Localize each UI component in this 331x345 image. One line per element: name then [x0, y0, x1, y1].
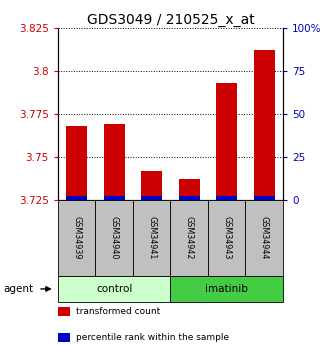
Bar	[58, 200, 95, 276]
Text: GSM34944: GSM34944	[260, 216, 269, 260]
Text: control: control	[96, 284, 132, 294]
Bar	[104, 124, 124, 200]
Text: GSM34941: GSM34941	[147, 216, 156, 260]
Text: GSM34943: GSM34943	[222, 216, 231, 260]
Text: GSM34942: GSM34942	[185, 216, 194, 260]
Bar	[66, 126, 87, 200]
Bar	[216, 83, 237, 200]
Bar	[170, 200, 208, 276]
Text: imatinib: imatinib	[205, 284, 248, 294]
Text: percentile rank within the sample: percentile rank within the sample	[76, 333, 229, 342]
Bar	[58, 276, 170, 302]
Text: GSM34940: GSM34940	[110, 216, 119, 260]
Text: GSM34939: GSM34939	[72, 216, 81, 260]
Bar	[95, 200, 133, 276]
Bar	[104, 196, 124, 200]
Bar	[254, 50, 274, 200]
Bar	[208, 200, 246, 276]
Title: GDS3049 / 210525_x_at: GDS3049 / 210525_x_at	[87, 12, 254, 27]
Bar	[170, 276, 283, 302]
Text: transformed count: transformed count	[76, 307, 161, 316]
Bar	[133, 200, 170, 276]
Bar	[246, 200, 283, 276]
Text: agent: agent	[3, 284, 33, 294]
Bar	[216, 196, 237, 200]
Bar	[66, 196, 87, 200]
Bar	[179, 196, 200, 200]
Bar	[141, 196, 162, 200]
Bar	[254, 196, 274, 200]
Bar	[141, 171, 162, 200]
Bar	[179, 179, 200, 200]
